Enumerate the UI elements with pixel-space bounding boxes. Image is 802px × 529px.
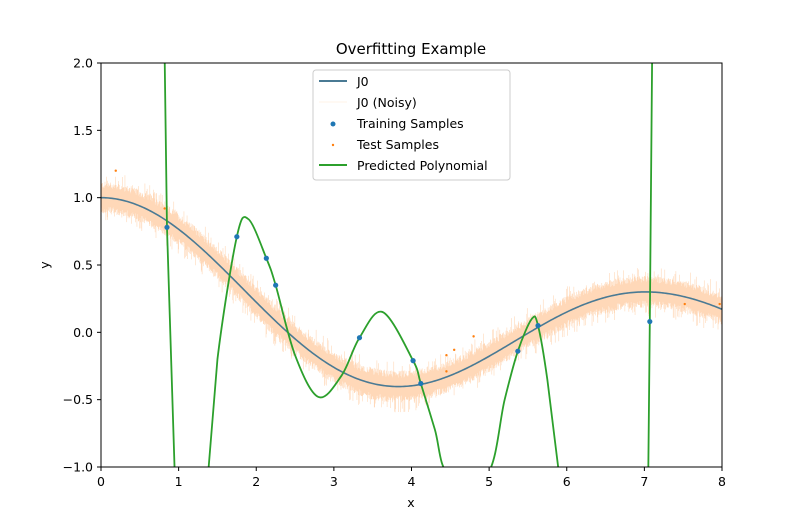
legend-training-marker — [330, 121, 336, 127]
x-tick-label-8: 8 — [718, 474, 726, 489]
training-sample-point-4 — [356, 335, 363, 341]
training-sample-point-0 — [164, 224, 170, 230]
x-axis-label: x — [407, 495, 414, 510]
test-sample-point-1 — [163, 207, 166, 210]
training-sample-point-8 — [535, 323, 541, 329]
legend-test-marker — [331, 143, 335, 147]
y-axis-label: y — [37, 261, 52, 269]
chart-title: Overfitting Example — [336, 40, 486, 58]
series-j0-line — [101, 196, 722, 388]
training-sample-point-3 — [273, 282, 279, 288]
y-tick-label-2: 0.0 — [73, 325, 93, 340]
x-tick-label-5: 5 — [485, 474, 493, 489]
test-sample-point-0 — [114, 169, 117, 172]
x-tick-label-7: 7 — [640, 474, 648, 489]
legend: J0 J0 (Noisy) Training Samples Test Samp… — [312, 69, 511, 181]
training-sample-point-2 — [263, 255, 269, 261]
training-sample-point-1 — [234, 234, 240, 240]
y-tick-label-1: −0.5 — [63, 392, 93, 407]
x-tick-label-0: 0 — [97, 474, 105, 489]
series-predicted-polynomial-line — [163, 63, 653, 467]
training-sample-point-9 — [647, 318, 653, 325]
y-tick-label-6: 2.0 — [73, 56, 93, 71]
x-tick-label-3: 3 — [330, 474, 338, 489]
legend-label-test: Test Samples — [356, 137, 439, 152]
y-tick-label-4: 1.0 — [73, 190, 93, 205]
legend-label-training: Training Samples — [356, 116, 464, 131]
test-sample-point-5 — [472, 335, 475, 338]
legend-label-j0-noisy: J0 (Noisy) — [356, 95, 417, 110]
legend-frame — [312, 69, 511, 181]
x-tick-label-4: 4 — [408, 474, 416, 489]
y-axis-ticks: −1.0 −0.5 0.0 0.5 1.0 1.5 2.0 — [63, 56, 101, 475]
x-tick-label-1: 1 — [175, 474, 183, 489]
plot-area — [101, 63, 722, 467]
test-sample-point-4 — [452, 348, 456, 352]
test-sample-point-3 — [445, 370, 448, 373]
training-sample-point-5 — [410, 358, 416, 364]
x-tick-label-2: 2 — [252, 474, 260, 489]
training-sample-point-6 — [418, 380, 424, 387]
x-axis-ticks: 0 1 2 3 4 5 6 7 8 — [97, 467, 726, 489]
x-tick-label-6: 6 — [563, 474, 571, 489]
legend-label-j0: J0 — [356, 74, 369, 89]
training-sample-point-7 — [515, 348, 521, 354]
y-tick-label-0: −1.0 — [63, 460, 93, 475]
test-sample-point-2 — [445, 354, 448, 357]
test-sample-point-7 — [718, 302, 721, 306]
y-tick-label-5: 1.5 — [73, 123, 93, 138]
test-sample-point-6 — [683, 302, 686, 306]
legend-label-polynomial: Predicted Polynomial — [357, 158, 488, 173]
y-tick-label-3: 0.5 — [73, 258, 93, 273]
